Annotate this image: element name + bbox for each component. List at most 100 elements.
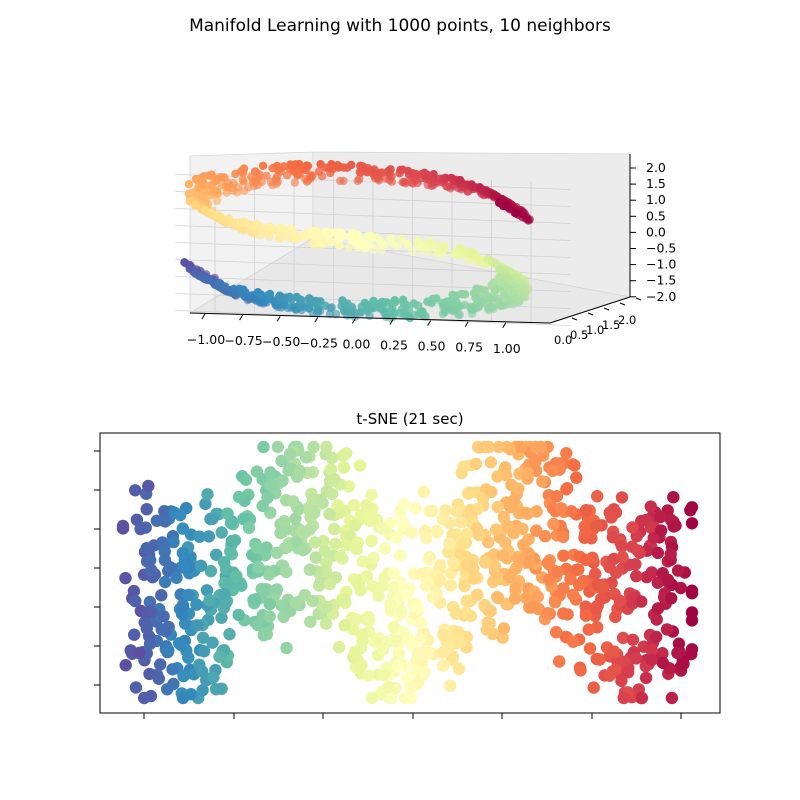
tsne-point xyxy=(485,485,498,499)
tsne-point xyxy=(479,556,492,569)
scurve-point xyxy=(370,165,379,174)
figure-suptitle: Manifold Learning with 1000 points, 10 n… xyxy=(189,16,611,36)
tsne-point xyxy=(260,541,273,554)
tsne-point xyxy=(550,626,563,639)
tsne-point xyxy=(591,490,604,503)
tsne-point xyxy=(551,565,564,579)
scurve-point xyxy=(456,176,465,185)
tsne-point xyxy=(196,665,209,678)
tsne-point xyxy=(529,453,542,466)
scurve-point xyxy=(191,269,200,278)
tsne-point xyxy=(414,632,427,645)
scurve-point xyxy=(455,243,464,253)
tsne-point xyxy=(367,551,380,565)
scurve-point xyxy=(286,224,296,233)
tsne-point xyxy=(158,575,172,589)
tsne-point xyxy=(223,628,236,641)
tsne-point xyxy=(391,660,405,673)
tsne-point xyxy=(308,536,322,549)
tsne-point xyxy=(387,581,400,594)
x-tick-mark-3d xyxy=(389,319,394,325)
tsne-point xyxy=(395,605,408,618)
tsne-point xyxy=(350,543,363,556)
tsne-point xyxy=(635,691,649,705)
tsne-point xyxy=(651,546,665,560)
tsne-point xyxy=(455,516,468,529)
tsne-point xyxy=(360,570,374,583)
tsne-point xyxy=(264,466,277,479)
tsne-point xyxy=(251,618,264,632)
scurve-point xyxy=(369,296,378,306)
tsne-point xyxy=(239,473,253,486)
tsne-point xyxy=(196,684,209,697)
scurve-point xyxy=(283,171,292,180)
tsne-point xyxy=(250,465,264,478)
scurve-point xyxy=(238,175,247,185)
x-tick-label-3d: 1.00 xyxy=(493,341,521,356)
tsne-point xyxy=(161,683,174,696)
tsne-point xyxy=(333,641,346,654)
scurve-point xyxy=(302,161,311,170)
tsne-point xyxy=(478,598,491,612)
tsne-point xyxy=(213,650,226,663)
tsne-axes-frame xyxy=(99,432,721,714)
tsne-point xyxy=(400,672,414,685)
tsne-point xyxy=(608,645,621,658)
tsne-point xyxy=(199,497,212,511)
scurve-point xyxy=(494,273,504,282)
scurve-point xyxy=(300,229,310,238)
tsne-point xyxy=(320,440,333,454)
tsne-point xyxy=(630,652,643,665)
scurve-point xyxy=(214,210,223,220)
tsne-point xyxy=(143,595,157,609)
tsne-point xyxy=(309,551,322,564)
tsne-point xyxy=(162,644,175,657)
tsne-point xyxy=(177,669,190,683)
tsne-point xyxy=(134,522,147,536)
tsne-point xyxy=(452,625,465,639)
tsne-point xyxy=(625,540,639,553)
tsne-point xyxy=(645,566,658,579)
tsne-point xyxy=(589,601,603,614)
tsne-point xyxy=(546,464,559,477)
tsne-point xyxy=(514,440,528,454)
tsne-point xyxy=(579,527,592,540)
tsne-point xyxy=(671,646,684,660)
tsne-point xyxy=(203,593,216,607)
tsne-point xyxy=(348,519,362,532)
scurve-point xyxy=(360,298,369,307)
scurve-point xyxy=(184,189,193,198)
tsne-ticks xyxy=(94,450,682,719)
scurve-point xyxy=(191,201,200,210)
tsne-point xyxy=(404,681,418,695)
tsne-point xyxy=(347,499,361,512)
tsne-point xyxy=(275,599,288,612)
scurve-point xyxy=(239,164,249,173)
tsne-point xyxy=(281,541,294,554)
tsne-point xyxy=(224,545,237,558)
tsne-point xyxy=(338,593,351,606)
tsne-point xyxy=(170,571,183,584)
tsne-point xyxy=(405,526,418,539)
scurve-point xyxy=(258,161,268,170)
tsne-point xyxy=(176,599,190,612)
scurve-point xyxy=(207,170,216,179)
y-tick-mark-3d xyxy=(619,302,626,306)
tsne-point xyxy=(215,682,228,695)
tsne-point xyxy=(483,617,496,630)
tsne-point xyxy=(565,505,578,518)
tsne-point xyxy=(362,669,375,682)
tsne-point xyxy=(409,502,422,515)
scurve-point xyxy=(335,228,344,237)
scurve-point xyxy=(495,265,504,274)
tsne-point xyxy=(390,531,403,544)
scurve-point xyxy=(252,219,261,228)
tsne-point xyxy=(174,638,188,652)
scurve-point xyxy=(475,183,484,192)
tsne-point xyxy=(144,689,158,703)
scurve-point xyxy=(276,223,285,232)
tsne-point xyxy=(550,490,564,503)
tsne-point xyxy=(376,522,390,536)
tsne-point xyxy=(143,605,157,618)
tsne-point xyxy=(461,527,474,541)
